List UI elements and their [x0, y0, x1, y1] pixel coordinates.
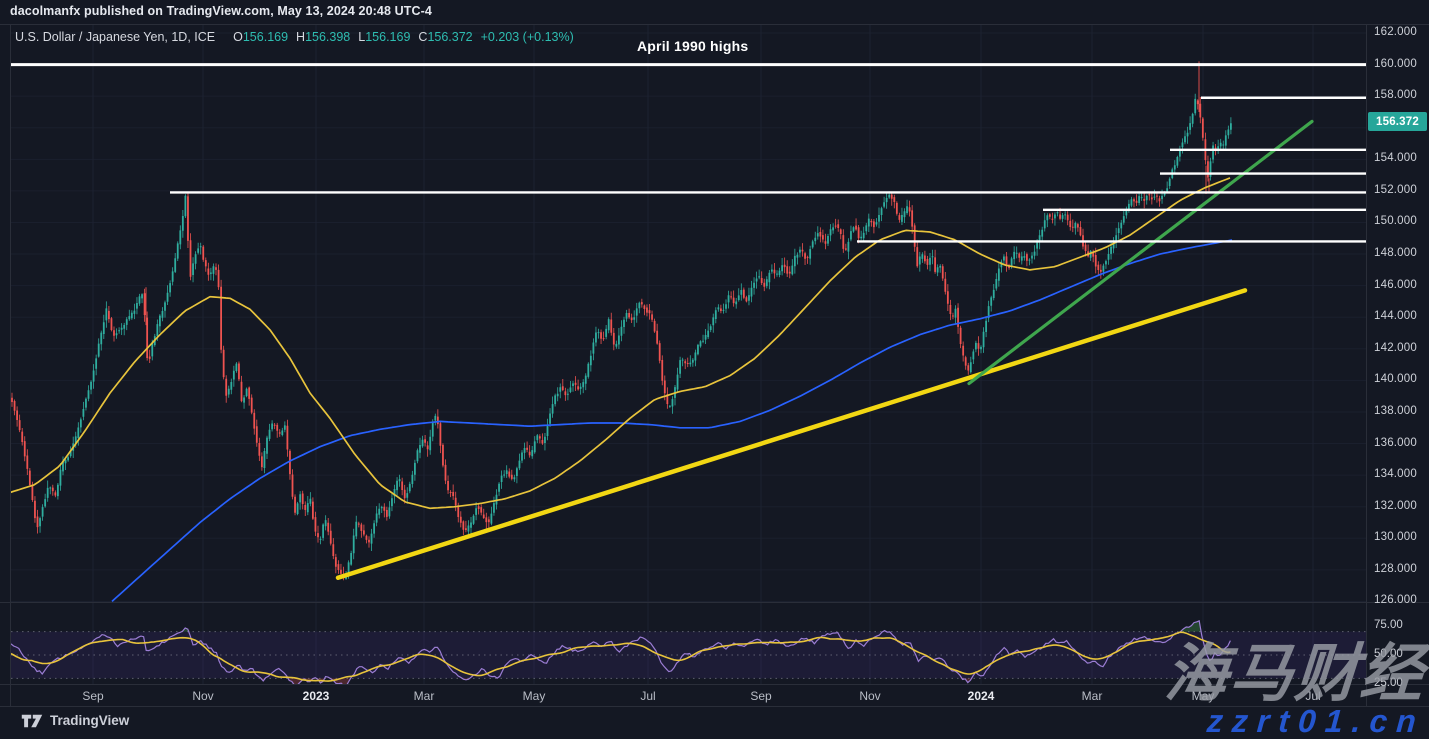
time-tick-label: Sep — [82, 689, 104, 703]
rsi-tick-label: 75.00 — [1374, 618, 1403, 631]
price-tick-label: 160.000 — [1374, 57, 1417, 70]
price-tick-label: 158.000 — [1374, 89, 1417, 102]
low-label: L — [358, 30, 366, 44]
time-tick-label: May — [522, 689, 546, 703]
time-tick-label: 2023 — [302, 689, 330, 703]
last-price-value: 156.372 — [1376, 115, 1419, 128]
tradingview-brand[interactable]: TradingView — [50, 713, 130, 728]
annotation-april-1990-highs[interactable]: April 1990 highs — [637, 38, 749, 54]
time-tick-label: 2024 — [967, 689, 995, 703]
close-label: C — [418, 30, 428, 44]
rsi-tick-label: 50.00 — [1374, 648, 1403, 660]
last-price-badge: 156.372 — [1368, 112, 1427, 132]
publish-info-text: dacolmanfx published on TradingView.com,… — [10, 4, 432, 18]
price-tick-label: 154.000 — [1374, 152, 1417, 165]
tradingview-logo-icon[interactable] — [21, 713, 43, 734]
price-tick-label: 144.000 — [1374, 310, 1417, 323]
time-tick-label: Mar — [413, 689, 435, 703]
time-tick-label: Nov — [859, 689, 881, 703]
attribution-bar: TradingView — [0, 706, 1429, 739]
change-value: +0.203 (+0.13%) — [480, 30, 574, 44]
price-tick-label: 126.000 — [1374, 594, 1417, 607]
time-tick-label: Jul — [640, 689, 656, 703]
low-value: 156.169 — [365, 30, 411, 44]
price-tick-label: 134.000 — [1374, 468, 1417, 481]
time-tick-label: Sep — [750, 689, 772, 703]
time-tick-label: May — [1191, 689, 1215, 703]
high-label: H — [296, 30, 306, 44]
open-value: 156.169 — [242, 30, 289, 44]
publish-info-bar: dacolmanfx published on TradingView.com,… — [0, 0, 1429, 24]
rsi-tick-label: 25.00 — [1374, 677, 1403, 690]
price-tick-label: 140.000 — [1374, 373, 1417, 386]
price-tick-label: 162.000 — [1374, 26, 1417, 38]
price-tick-label: 130.000 — [1374, 531, 1417, 544]
price-tick-label: 138.000 — [1374, 404, 1417, 417]
price-tick-label: 136.000 — [1374, 436, 1417, 449]
high-value: 156.398 — [305, 30, 351, 44]
price-tick-label: 142.000 — [1374, 341, 1417, 354]
price-tick-label: 150.000 — [1374, 215, 1417, 228]
close-value: 156.372 — [427, 30, 473, 44]
time-tick-label: Jul — [1305, 689, 1321, 703]
symbol-title[interactable]: U.S. Dollar / Japanese Yen, 1D, ICE — [15, 30, 216, 44]
price-tick-label: 148.000 — [1374, 247, 1417, 260]
price-tick-label: 132.000 — [1374, 499, 1417, 512]
time-tick-label: Mar — [1081, 689, 1103, 703]
open-label: O — [233, 30, 243, 44]
price-tick-label: 152.000 — [1374, 183, 1417, 196]
price-tick-label: 146.000 — [1374, 278, 1417, 291]
time-tick-label: Nov — [192, 689, 214, 703]
symbol-legend: U.S. Dollar / Japanese Yen, 1D, ICE O156.… — [15, 30, 574, 44]
price-tick-label: 128.000 — [1374, 562, 1417, 575]
